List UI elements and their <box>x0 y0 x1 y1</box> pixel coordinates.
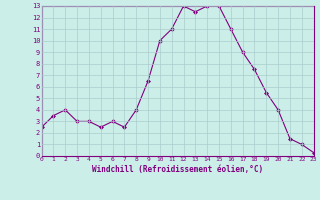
X-axis label: Windchill (Refroidissement éolien,°C): Windchill (Refroidissement éolien,°C) <box>92 165 263 174</box>
